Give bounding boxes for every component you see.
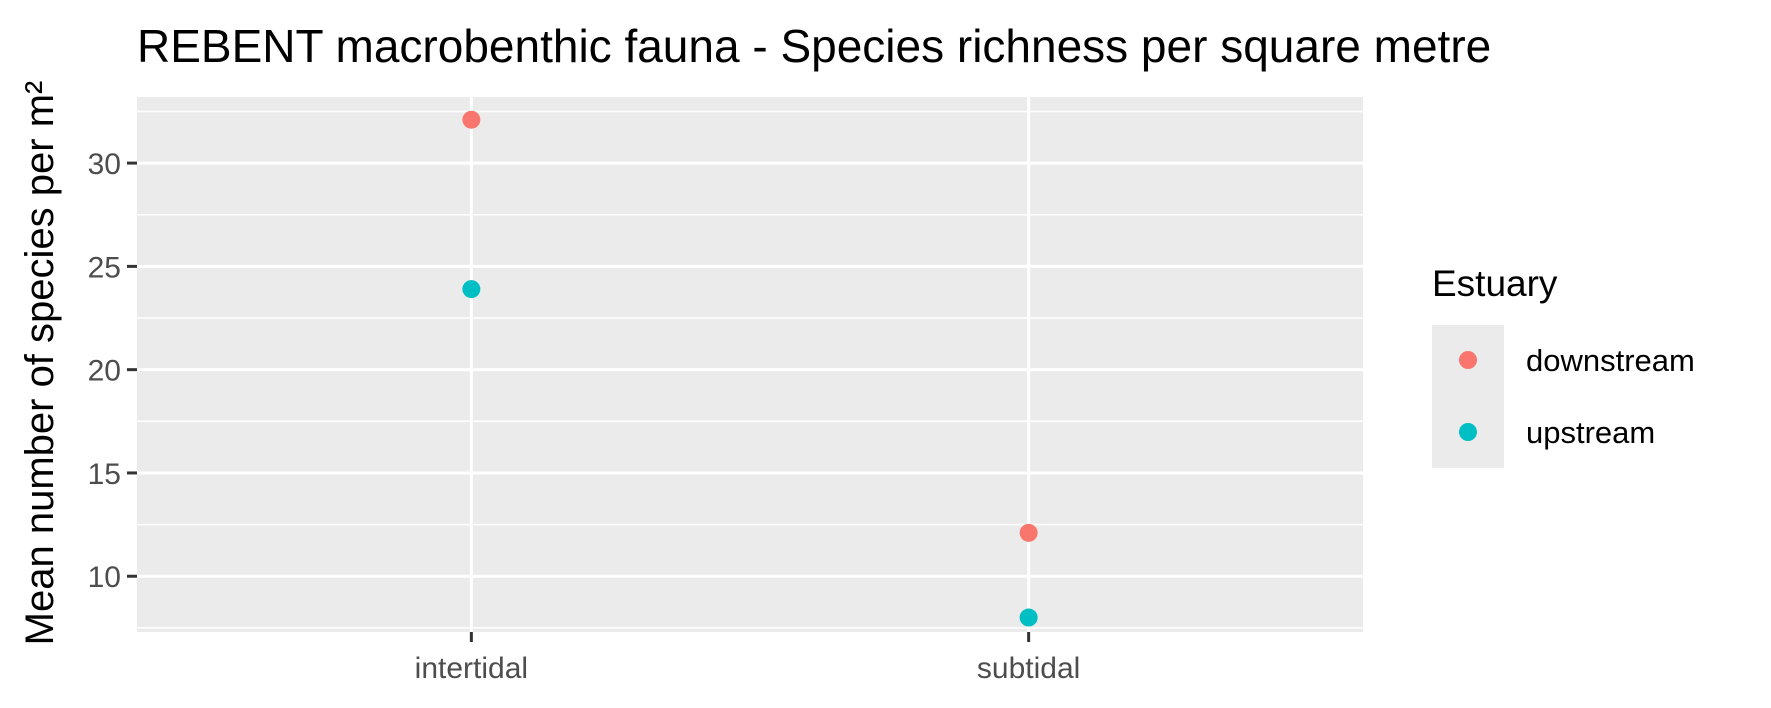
x-tick-label: intertidal	[415, 652, 528, 685]
y-axis: 10 15 20 25 30	[88, 148, 137, 594]
data-points	[462, 110, 1038, 627]
legend-key-background	[1432, 325, 1504, 468]
x-axis: intertidal subtidal	[415, 632, 1080, 685]
minor-gridlines	[137, 110, 1363, 629]
y-tick-label: 15	[88, 458, 121, 491]
plot-panel	[137, 97, 1363, 632]
legend-label-upstream: upstream	[1526, 415, 1655, 450]
legend-title: Estuary	[1432, 263, 1558, 304]
y-tick-label: 20	[88, 355, 121, 388]
y-tick-label: 30	[88, 148, 121, 181]
legend-label-downstream: downstream	[1526, 343, 1695, 378]
y-tick-label: 25	[88, 251, 121, 284]
chart-title: REBENT macrobenthic fauna - Species rich…	[137, 20, 1491, 72]
point-upstream-subtidal	[1019, 608, 1038, 627]
legend: Estuary downstream upstream	[1432, 263, 1695, 468]
major-gridlines	[137, 97, 1363, 632]
point-upstream-intertidal	[462, 280, 481, 299]
legend-key-downstream	[1459, 351, 1477, 369]
point-downstream-subtidal	[1019, 523, 1038, 542]
legend-key-upstream	[1459, 423, 1477, 441]
y-axis-title: Mean number of species per m²	[18, 81, 62, 646]
y-tick-label: 10	[88, 561, 121, 594]
x-tick-label: subtidal	[977, 652, 1080, 685]
point-downstream-intertidal	[462, 110, 481, 129]
